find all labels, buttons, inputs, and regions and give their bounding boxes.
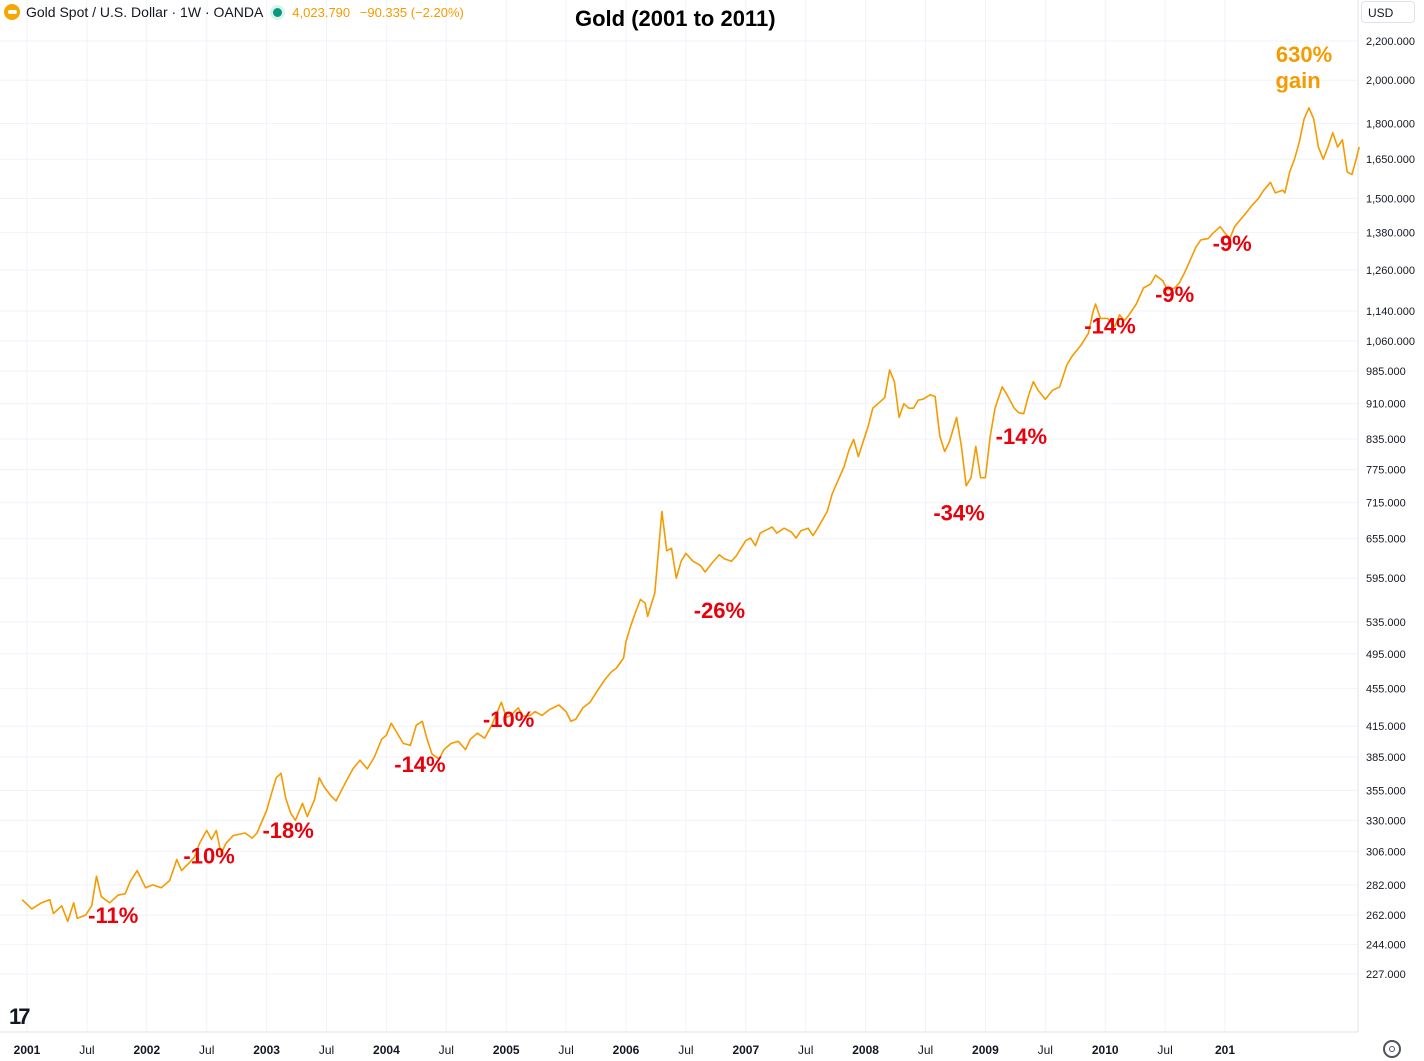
drawdown-annotation: -9%	[1213, 231, 1252, 256]
drawdown-annotation: -9%	[1155, 282, 1194, 307]
x-tick-label: Jul	[439, 1043, 454, 1057]
gain-annotation-value: 630%	[1276, 42, 1332, 67]
x-tick-label: Jul	[1038, 1043, 1053, 1057]
y-tick-label: 1,500.000	[1366, 193, 1415, 205]
x-tick-label: 2003	[253, 1043, 280, 1057]
x-tick-label: 201	[1215, 1043, 1235, 1057]
x-tick-label: 2007	[732, 1043, 759, 1057]
y-tick-label: 455.000	[1366, 683, 1406, 695]
x-tick-label: Jul	[678, 1043, 693, 1057]
drawdown-annotation: -11%	[88, 903, 138, 928]
x-tick-label: 2004	[373, 1043, 400, 1057]
gold-price-line	[21, 107, 1360, 923]
tradingview-logo-icon[interactable]: 17	[9, 1004, 31, 1029]
y-tick-label: 2,000.000	[1366, 75, 1415, 87]
x-tick-label: Jul	[798, 1043, 813, 1057]
y-tick-label: 835.000	[1366, 434, 1406, 446]
y-tick-label: 227.000	[1366, 969, 1406, 981]
drawdown-annotation: -26%	[694, 598, 745, 623]
y-tick-label: 1,140.000	[1366, 306, 1415, 318]
settings-icon[interactable]	[1383, 1040, 1401, 1058]
price-change: −90.335 (−2.20%)	[359, 4, 464, 20]
y-tick-label: 655.000	[1366, 534, 1406, 546]
currency-button[interactable]: USD	[1361, 1, 1415, 23]
y-tick-label: 1,650.000	[1366, 154, 1415, 166]
y-tick-label: 985.000	[1366, 366, 1406, 378]
y-tick-label: 2,200.000	[1366, 36, 1415, 48]
y-tick-label: 355.000	[1366, 785, 1406, 797]
x-tick-label: Jul	[918, 1043, 933, 1057]
x-tick-label: 2008	[852, 1043, 879, 1057]
x-tick-label: 2006	[613, 1043, 640, 1057]
x-tick-label: Jul	[199, 1043, 214, 1057]
quote-values: 4,023.790 −90.335 (−2.20%)	[292, 5, 470, 20]
y-tick-label: 385.000	[1366, 752, 1406, 764]
price-axis-panel[interactable]	[1358, 0, 1424, 1061]
y-tick-label: 775.000	[1366, 465, 1406, 477]
drawdown-annotation: -14%	[1084, 313, 1135, 338]
drawdown-annotation: -10%	[483, 707, 534, 732]
gold-symbol-icon	[4, 4, 20, 20]
y-tick-label: 244.000	[1366, 939, 1406, 951]
drawdown-annotation: -14%	[996, 424, 1047, 449]
x-tick-label: 2001	[14, 1043, 41, 1057]
x-tick-label: Jul	[79, 1043, 94, 1057]
x-tick-label: 2010	[1092, 1043, 1119, 1057]
chart-title: Gold (2001 to 2011)	[575, 6, 776, 31]
drawdown-annotation: -10%	[183, 844, 234, 869]
y-tick-label: 262.000	[1366, 910, 1406, 922]
x-tick-label: Jul	[319, 1043, 334, 1057]
market-status-icon[interactable]	[273, 7, 283, 17]
x-tick-label: Jul	[1157, 1043, 1172, 1057]
y-tick-label: 282.000	[1366, 880, 1406, 892]
drawdown-annotation: -34%	[933, 500, 984, 525]
drawdown-annotation: -14%	[394, 752, 445, 777]
drawdown-annotation: -18%	[262, 818, 313, 843]
x-tick-label: 2002	[133, 1043, 160, 1057]
y-tick-label: 595.000	[1366, 573, 1406, 585]
symbol-header: Gold Spot / U.S. Dollar · 1W · OANDA 4,0…	[4, 2, 470, 22]
x-tick-label: Jul	[558, 1043, 573, 1057]
y-tick-label: 495.000	[1366, 649, 1406, 661]
y-tick-label: 1,800.000	[1366, 118, 1415, 130]
x-tick-label: 2005	[493, 1043, 520, 1057]
symbol-title[interactable]: Gold Spot / U.S. Dollar · 1W · OANDA	[26, 4, 264, 20]
last-price: 4,023.790	[292, 4, 351, 20]
y-tick-label: 1,380.000	[1366, 228, 1415, 240]
y-tick-label: 415.000	[1366, 721, 1406, 733]
y-tick-label: 910.000	[1366, 399, 1406, 411]
y-tick-label: 1,060.000	[1366, 336, 1415, 348]
x-tick-label: 2009	[972, 1043, 999, 1057]
y-tick-label: 1,260.000	[1366, 265, 1415, 277]
y-tick-label: 535.000	[1366, 617, 1406, 629]
gain-annotation-label: gain	[1275, 68, 1320, 93]
y-tick-label: 306.000	[1366, 846, 1406, 858]
y-tick-label: 715.000	[1366, 498, 1406, 510]
y-tick-label: 330.000	[1366, 815, 1406, 827]
